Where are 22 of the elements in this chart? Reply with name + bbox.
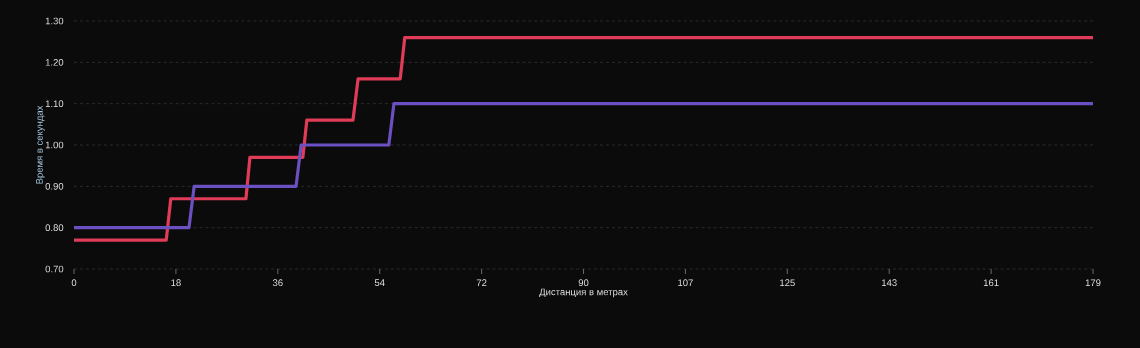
y-tick-label: 0.80 bbox=[45, 224, 64, 232]
x-tick-label: 18 bbox=[171, 279, 181, 287]
x-tick-label: 107 bbox=[678, 279, 693, 287]
x-tick-label: 36 bbox=[272, 279, 283, 287]
x-tick-label: 72 bbox=[476, 279, 487, 286]
y-tick-label: 1.10 bbox=[45, 100, 64, 108]
x-tick-label: 90 bbox=[578, 279, 589, 287]
x-axis-title: Дистанция в метрах bbox=[539, 288, 628, 298]
x-tick-label: 0 bbox=[71, 279, 77, 287]
y-axis-title: Время в секундах bbox=[36, 105, 45, 184]
x-tick-label: 161 bbox=[983, 279, 999, 287]
y-tick-label: 1.20 bbox=[45, 58, 64, 66]
x-tick-label: 143 bbox=[882, 279, 897, 287]
y-tick-label: 1.00 bbox=[45, 141, 64, 149]
x-tick-label: 125 bbox=[780, 279, 795, 287]
line-series bbox=[74, 102, 1094, 230]
x-tick-label: 179 bbox=[1085, 279, 1101, 287]
line-series bbox=[74, 35, 1094, 242]
y-tick-label: 1.30 bbox=[45, 17, 64, 25]
x-tick-label: 54 bbox=[374, 279, 385, 286]
y-tick-label: 0.90 bbox=[45, 182, 64, 190]
y-tick-label: 0.70 bbox=[45, 265, 64, 273]
